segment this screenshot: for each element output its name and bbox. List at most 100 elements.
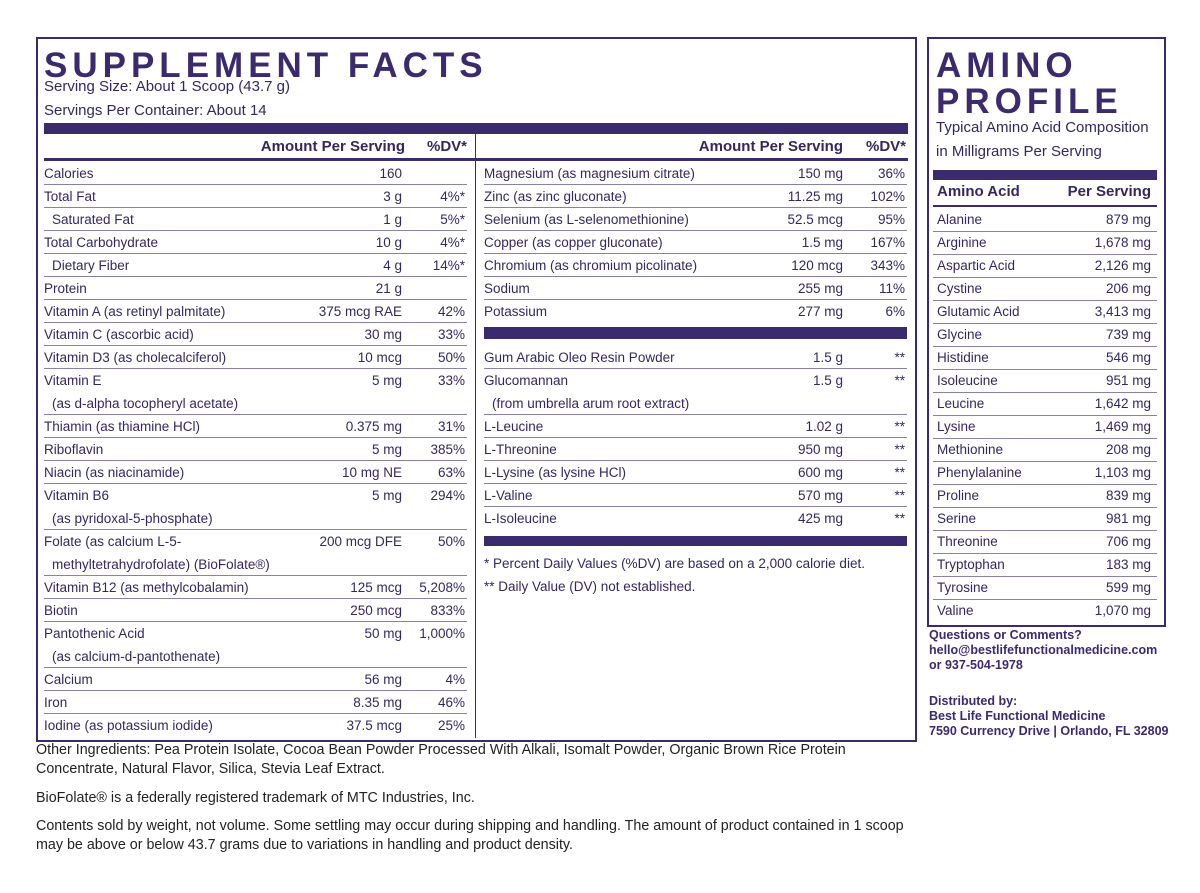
row-rule bbox=[933, 507, 1157, 508]
nutrient-amount: 277 mg bbox=[797, 303, 843, 319]
nutrient-amount: 1.5 g bbox=[812, 372, 843, 388]
nutrient-dv: ** bbox=[894, 418, 905, 434]
nutrient-dv: 31% bbox=[437, 418, 465, 434]
nutrient-amount: 50 mg bbox=[364, 625, 402, 641]
nutrient-name: Dietary Fiber bbox=[52, 257, 130, 273]
nutrient-name: Vitamin D3 (as cholecalciferol) bbox=[44, 349, 227, 365]
amino-amount: 3,413 mg bbox=[1094, 303, 1151, 319]
nutrient-amount: 425 mg bbox=[797, 510, 843, 526]
amino-amount: 1,070 mg bbox=[1094, 602, 1151, 618]
amino-amount: 2,126 mg bbox=[1094, 257, 1151, 273]
column-header: Amount Per Serving bbox=[698, 138, 843, 155]
nutrient-name: Calories bbox=[44, 165, 94, 181]
nutrient-name: Glucomannan bbox=[484, 372, 569, 388]
nutrient-name: Calcium bbox=[44, 671, 93, 687]
row-rule bbox=[933, 576, 1157, 577]
row-rule bbox=[933, 346, 1157, 347]
nutrient-dv: 4% bbox=[445, 671, 465, 687]
row-rule bbox=[933, 599, 1157, 600]
nutrient-amount: 21 g bbox=[375, 280, 402, 296]
nutrient-dv: 11% bbox=[878, 280, 905, 296]
nutrient-amount: 1.02 g bbox=[805, 418, 843, 434]
distributor-label: Distributed by: bbox=[929, 694, 1018, 708]
amino-amount: 206 mg bbox=[1105, 280, 1151, 296]
row-rule bbox=[933, 484, 1157, 485]
amino-header: Per Serving bbox=[1067, 183, 1151, 200]
nutrient-amount: 1.5 g bbox=[812, 349, 843, 365]
nutrient-amount: 5 mg bbox=[371, 372, 402, 388]
nutrient-dv: 95% bbox=[877, 211, 905, 227]
other-ingredients: Other Ingredients: Pea Protein Isolate, … bbox=[36, 742, 846, 777]
nutrient-name: Vitamin A (as retinyl palmitate) bbox=[44, 303, 226, 319]
nutrient-dv: 167% bbox=[870, 234, 905, 250]
nutrient-name: Pantothenic Acid bbox=[44, 625, 145, 641]
nutrient-dv: 46% bbox=[437, 694, 465, 710]
nutrient-dv: 25% bbox=[437, 717, 465, 733]
nutrient-name: L-Leucine bbox=[484, 418, 544, 434]
nutrient-name: L-Valine bbox=[484, 487, 533, 503]
nutrient-name: Biotin bbox=[44, 602, 78, 618]
nutrient-sub: methyltetrahydrofolate) (BioFolate®) bbox=[52, 556, 270, 572]
row-rule bbox=[933, 553, 1157, 554]
row-rule bbox=[44, 230, 467, 231]
row-rule bbox=[484, 414, 907, 415]
nutrient-dv: ** bbox=[894, 372, 905, 388]
contact-phone: or 937-504-1978 bbox=[929, 658, 1023, 672]
row-rule bbox=[484, 368, 907, 369]
amino-amount: 981 mg bbox=[1105, 510, 1151, 526]
row-rule bbox=[484, 437, 907, 438]
nutrient-name: Gum Arabic Oleo Resin Powder bbox=[484, 349, 675, 365]
nutrient-dv: ** bbox=[894, 349, 905, 365]
column-header: %DV* bbox=[865, 138, 906, 155]
row-rule bbox=[933, 323, 1157, 324]
nutrient-dv: ** bbox=[894, 464, 905, 480]
nutrient-amount: 30 mg bbox=[364, 326, 402, 342]
row-rule bbox=[933, 461, 1157, 462]
nutrient-sub: (from umbrella arum root extract) bbox=[492, 395, 690, 411]
nutrient-name: Sodium bbox=[484, 280, 530, 296]
row-rule bbox=[44, 414, 467, 415]
nutrient-amount: 1.5 mg bbox=[801, 234, 843, 250]
row-rule bbox=[44, 276, 467, 277]
amino-amount: 208 mg bbox=[1105, 441, 1151, 457]
row-rule bbox=[933, 231, 1157, 232]
amino-amount: 839 mg bbox=[1105, 487, 1151, 503]
nutrient-amount: 0.375 mg bbox=[345, 418, 402, 434]
nutrient-name: Vitamin B12 (as methylcobalamin) bbox=[44, 579, 249, 595]
nutrient-name: Selenium (as L-selenomethionine) bbox=[484, 211, 689, 227]
header-rule bbox=[44, 158, 908, 161]
nutrient-amount: 120 mcg bbox=[791, 257, 843, 273]
amino-amount: 1,642 mg bbox=[1094, 395, 1151, 411]
nutrient-dv: 4%* bbox=[440, 188, 465, 204]
row-rule bbox=[44, 667, 467, 668]
distributor-address: 7590 Currency Drive | Orlando, FL 32809 bbox=[929, 724, 1169, 738]
amino-amount: 1,103 mg bbox=[1094, 464, 1151, 480]
column-header: %DV* bbox=[426, 138, 467, 155]
row-rule bbox=[44, 575, 467, 576]
contact-email: hello@bestlifefunctionalmedicine.com bbox=[929, 643, 1158, 657]
row-rule bbox=[484, 276, 907, 277]
nutrient-amount: 52.5 mcg bbox=[787, 211, 843, 227]
footnote: * Percent Daily Values (%DV) are based o… bbox=[484, 556, 865, 571]
column-header: Amount Per Serving bbox=[260, 138, 405, 155]
nutrient-name: Chromium (as chromium picolinate) bbox=[484, 257, 698, 273]
amino-name: Arginine bbox=[937, 234, 987, 250]
nutrient-name: Riboflavin bbox=[44, 441, 104, 457]
row-rule bbox=[484, 207, 907, 208]
row-rule bbox=[484, 230, 907, 231]
nutrient-amount: 5 mg bbox=[371, 441, 402, 457]
amino-name: Cystine bbox=[937, 280, 983, 296]
nutrient-amount: 125 mcg bbox=[350, 579, 402, 595]
row-rule bbox=[933, 530, 1157, 531]
group-bar bbox=[484, 327, 907, 339]
amino-amount: 599 mg bbox=[1105, 579, 1151, 595]
amino-subtitle: Typical Amino Acid Composition bbox=[936, 119, 1149, 136]
row-rule bbox=[44, 253, 467, 254]
row-rule bbox=[484, 483, 907, 484]
nutrient-name: Iron bbox=[44, 694, 68, 710]
nutrient-amount: 950 mg bbox=[797, 441, 843, 457]
nutrient-amount: 4 g bbox=[383, 257, 402, 273]
nutrient-name: Thiamin (as thiamine HCl) bbox=[44, 418, 201, 434]
amino-name: Histidine bbox=[937, 349, 989, 365]
nutrient-amount: 570 mg bbox=[797, 487, 843, 503]
